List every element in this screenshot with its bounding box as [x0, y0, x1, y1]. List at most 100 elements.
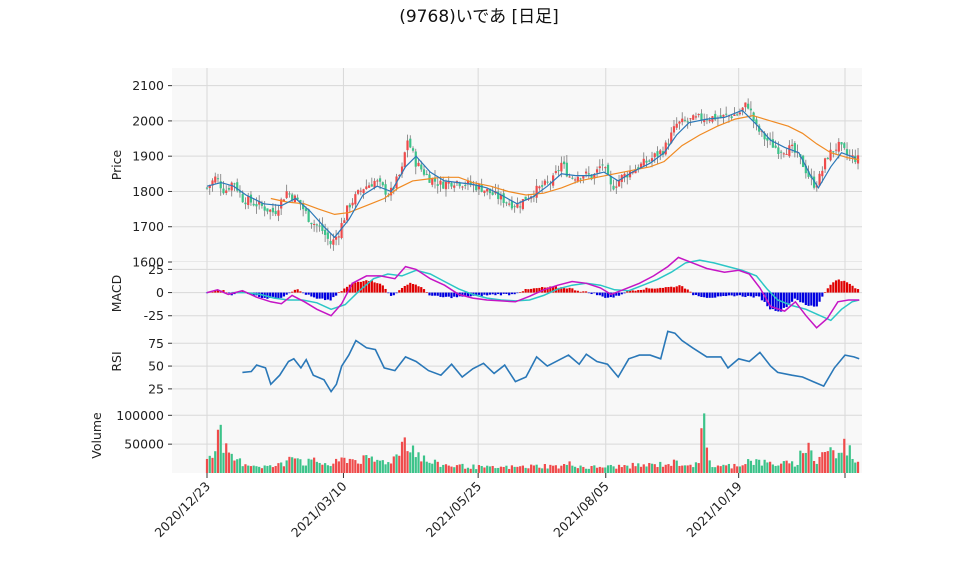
- macd-hist-bar: [285, 292, 288, 295]
- volume-bar: [738, 466, 742, 473]
- candle-body: [615, 186, 618, 188]
- candle-body: [733, 114, 736, 116]
- volume-bar: [845, 455, 849, 473]
- macd-hist-bar: [425, 292, 428, 293]
- volume-bar: [351, 459, 354, 473]
- candle-body: [219, 181, 222, 189]
- macd-hist-bar: [299, 291, 302, 293]
- macd-hist-bar: [769, 292, 772, 310]
- candle-body: [700, 113, 703, 120]
- candle-body: [313, 223, 316, 225]
- macd-hist-bar: [843, 280, 846, 293]
- candle-body: [670, 132, 673, 144]
- candle-body: [367, 185, 371, 188]
- candle-body: [241, 193, 244, 203]
- volume-bar: [664, 464, 667, 473]
- candle-body: [823, 158, 827, 170]
- macd-hist-bar: [335, 292, 338, 296]
- macd-hist-bar: [535, 288, 538, 293]
- volume-bar: [670, 465, 673, 473]
- macd-hist-bar: [804, 292, 807, 306]
- macd-hist-bar: [433, 292, 437, 296]
- macd-hist-bar: [637, 290, 640, 293]
- volume-bar: [587, 468, 590, 473]
- macd-hist-bar: [367, 281, 371, 293]
- volume-bar: [472, 464, 475, 473]
- price-ytick-label: 1800: [132, 184, 164, 199]
- candle-body: [414, 151, 417, 167]
- candle-body: [475, 184, 478, 191]
- candle-body: [230, 182, 233, 191]
- macd-hist-bar: [829, 284, 832, 293]
- volume-bar: [719, 466, 722, 473]
- candle-body: [568, 176, 571, 178]
- macd-hist-bar: [271, 292, 275, 297]
- volume-bar: [557, 468, 560, 473]
- volume-bar: [851, 458, 854, 473]
- candle-body: [571, 177, 574, 179]
- candle-body: [216, 178, 220, 180]
- candle-body: [302, 203, 305, 210]
- candle-body: [291, 194, 294, 201]
- candle-body: [645, 160, 648, 163]
- candle-body: [807, 171, 810, 177]
- macd-hist-bar: [538, 287, 541, 293]
- macd-hist-bar: [304, 292, 307, 295]
- candle-body: [749, 108, 752, 111]
- volume-bar: [425, 461, 428, 473]
- volume-bar: [642, 464, 645, 473]
- macd-hist-bar: [552, 286, 555, 293]
- macd-hist-bar: [815, 292, 818, 307]
- volume-bar: [848, 445, 851, 473]
- x-tick-label: 2021/03/10: [288, 478, 350, 540]
- price-panel-bg: [172, 68, 862, 262]
- volume-bar: [238, 458, 242, 473]
- volume-bar: [403, 437, 406, 473]
- volume-bar: [483, 467, 486, 473]
- volume-bar: [225, 443, 228, 473]
- volume-bar: [694, 462, 698, 473]
- macd-hist-bar: [823, 292, 827, 293]
- candle-body: [628, 171, 632, 178]
- candle-body: [233, 183, 236, 185]
- volume-bar: [466, 467, 470, 473]
- volume-bar: [612, 466, 615, 473]
- volume-bar: [549, 464, 552, 473]
- candle-body: [403, 152, 406, 168]
- volume-bar: [343, 457, 346, 473]
- volume-bar: [571, 465, 574, 473]
- candle-body: [664, 142, 667, 155]
- volume-bar: [280, 462, 283, 473]
- macd-hist-bar: [818, 292, 821, 302]
- volume-bar: [274, 465, 277, 473]
- volume-bar: [450, 466, 453, 473]
- macd-hist-bar: [686, 289, 689, 293]
- x-tick-label: 2021/10/19: [683, 478, 745, 540]
- candle-body: [505, 202, 508, 204]
- candle-body: [736, 114, 739, 116]
- volume-bar: [639, 466, 643, 473]
- volume-bar: [252, 465, 255, 473]
- macd-hist-bar: [642, 289, 645, 293]
- macd-hist-bar: [664, 287, 667, 293]
- candle-body: [692, 115, 695, 120]
- volume-bar: [233, 460, 236, 473]
- volume-bar: [565, 464, 568, 473]
- macd-hist-bar: [332, 292, 335, 298]
- macd-line: [206, 256, 860, 329]
- volume-bar: [291, 457, 294, 473]
- candle-body: [461, 186, 464, 188]
- volume-bar: [582, 466, 585, 473]
- volume-bar: [436, 461, 439, 473]
- candle-body: [282, 199, 286, 202]
- macd-hist-bar: [313, 292, 316, 298]
- macd-hist-bar: [615, 292, 618, 296]
- candle-body: [656, 151, 659, 157]
- volume-ytick-label: 100000: [116, 408, 164, 423]
- macd-hist-bar: [758, 292, 761, 297]
- macd-hist-bar: [293, 289, 297, 293]
- volume-bar: [431, 463, 434, 473]
- macd-hist-bar: [403, 285, 406, 293]
- volume-bar: [645, 466, 648, 473]
- macd-hist-bar: [834, 280, 838, 293]
